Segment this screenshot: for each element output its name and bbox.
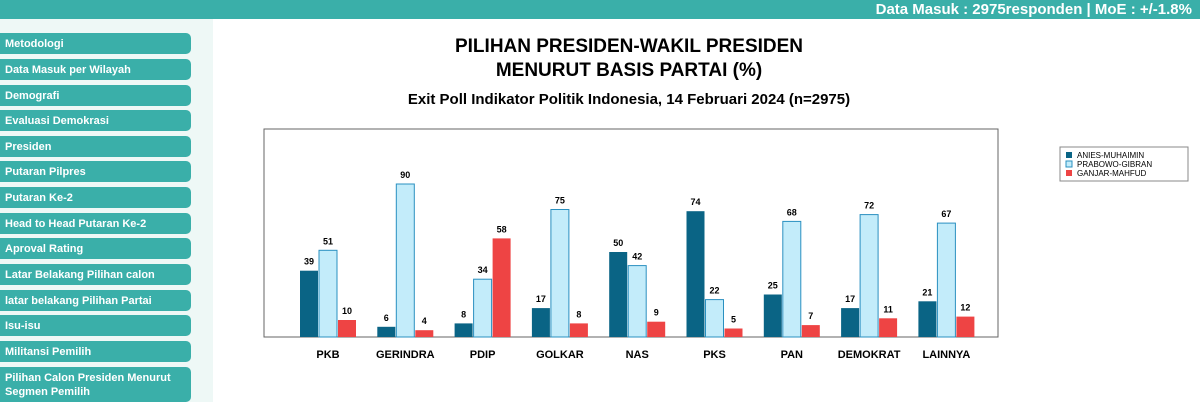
sidebar-item-putaran-ke-2[interactable]: Putaran Ke-2: [0, 187, 191, 208]
bar-pks-ganjar-mahfud: [724, 328, 743, 337]
legend-label-anies-muhaimin: ANIES-MUHAIMIN: [1077, 151, 1144, 160]
x-tick-label-golkar: GOLKAR: [536, 349, 584, 361]
bar-demokrat-prabowo-gibran: [859, 214, 879, 338]
sidebar-item-head-to-head[interactable]: Head to Head Putaran Ke-2: [0, 213, 191, 234]
bar-golkar-ganjar-mahfud: [569, 323, 588, 337]
data-label-demokrat-anies-muhaimin: 17: [845, 294, 855, 304]
data-label-demokrat-prabowo-gibran: 72: [864, 201, 874, 211]
bar-gerindra-anies-muhaimin: [377, 326, 396, 337]
legend-label-prabowo-gibran: PRABOWO-GIBRAN: [1077, 160, 1152, 169]
data-label-nas-ganjar-mahfud: 9: [654, 308, 659, 318]
bar-pks-prabowo-gibran: [705, 299, 724, 338]
x-tick-label-pks: PKS: [703, 349, 726, 361]
data-label-pan-prabowo-gibran: 68: [787, 207, 797, 217]
legend: ANIES-MUHAIMINPRABOWO-GIBRANGANJAR-MAHFU…: [1065, 151, 1152, 178]
bar-pkb-anies-muhaimin: [300, 270, 318, 337]
sidebar-item-isu-isu[interactable]: Isu-isu: [0, 315, 191, 336]
sidebar-item-latar-belakang-partai[interactable]: latar belakang Pilihan Partai: [0, 290, 191, 311]
bar-pdip-anies-muhaimin: [454, 323, 473, 337]
data-label-pdip-anies-muhaimin: 8: [461, 309, 466, 319]
bar-pkb-prabowo-gibran: [318, 249, 338, 338]
data-label-lainnya-anies-muhaimin: 21: [922, 287, 932, 297]
bar-gerindra-ganjar-mahfud: [415, 330, 434, 337]
data-label-nas-prabowo-gibran: 42: [632, 252, 642, 262]
legend-swatch-prabowo-gibran: [1065, 160, 1073, 168]
sidebar-item-segmen-pemilih[interactable]: Pilihan Calon Presiden Menurut Segmen Pe…: [0, 367, 191, 402]
x-tick-label-lainnya: LAINNYA: [922, 349, 970, 361]
x-tick-label-gerindra: GERINDRA: [376, 349, 435, 361]
bar-pan-anies-muhaimin: [763, 294, 782, 337]
x-tick-label-demokrat: DEMOKRAT: [838, 349, 901, 361]
sidebar-item-latar-belakang-calon[interactable]: Latar Belakang Pilihan calon: [0, 264, 191, 285]
x-tick-label-pan: PAN: [781, 349, 803, 361]
sidebar: Metodologi Data Masuk per Wilayah Demogr…: [0, 19, 213, 402]
sidebar-item-evaluasi-demokrasi[interactable]: Evaluasi Demokrasi: [0, 110, 191, 131]
sidebar-item-putaran-pilpres[interactable]: Putaran Pilpres: [0, 161, 191, 182]
data-label-golkar-anies-muhaimin: 17: [536, 294, 546, 304]
bar-nas-ganjar-mahfud: [647, 321, 666, 337]
bar-pkb-ganjar-mahfud: [338, 320, 356, 337]
legend-swatch-anies-muhaimin: [1066, 152, 1072, 158]
data-label-golkar-prabowo-gibran: 75: [555, 196, 565, 206]
data-label-pan-anies-muhaimin: 25: [768, 281, 778, 291]
data-label-pks-ganjar-mahfud: 5: [731, 315, 736, 325]
top-status-bar: Data Masuk : 2975responden | MoE : +/-1.…: [0, 0, 1200, 19]
data-label-lainnya-prabowo-gibran: 67: [941, 209, 951, 219]
data-label-pdip-ganjar-mahfud: 58: [497, 224, 507, 234]
legend-swatch-ganjar-mahfud: [1066, 170, 1072, 176]
sidebar-item-data-masuk[interactable]: Data Masuk per Wilayah: [0, 59, 191, 80]
bar-pks-anies-muhaimin: [686, 211, 705, 337]
chart-subtitle: Exit Poll Indikator Politik Indonesia, 1…: [408, 91, 850, 108]
bar-demokrat-ganjar-mahfud: [879, 318, 898, 337]
bar-pan-prabowo-gibran: [782, 220, 802, 338]
sidebar-item-presiden[interactable]: Presiden: [0, 136, 191, 157]
data-label-pkb-prabowo-gibran: 51: [323, 236, 333, 246]
data-label-pks-anies-muhaimin: 74: [690, 197, 700, 207]
sidebar-item-metodologi[interactable]: Metodologi: [0, 33, 191, 54]
sidebar-item-demografi[interactable]: Demografi: [0, 85, 191, 106]
data-label-lainnya-ganjar-mahfud: 12: [960, 303, 970, 313]
data-status-text: Data Masuk : 2975responden | MoE : +/-1.…: [875, 1, 1192, 18]
data-label-pkb-ganjar-mahfud: 10: [342, 306, 352, 316]
chart-title-line-2: MENURUT BASIS PARTAI (%): [496, 60, 762, 81]
bar-golkar-anies-muhaimin: [531, 308, 550, 337]
bar-lainnya-anies-muhaimin: [918, 301, 937, 337]
data-label-pdip-prabowo-gibran: 34: [478, 265, 488, 275]
bar-demokrat-anies-muhaimin: [841, 308, 860, 337]
data-label-pan-ganjar-mahfud: 7: [808, 311, 813, 321]
x-tick-label-pkb: PKB: [316, 349, 339, 361]
bar-nas-prabowo-gibran: [627, 265, 647, 338]
bar-lainnya-ganjar-mahfud: [956, 316, 975, 337]
legend-label-ganjar-mahfud: GANJAR-MAHFUD: [1077, 169, 1147, 178]
data-label-pks-prabowo-gibran: 22: [709, 286, 719, 296]
data-label-gerindra-anies-muhaimin: 6: [384, 313, 389, 323]
sidebar-item-aproval-rating[interactable]: Aproval Rating: [0, 238, 191, 259]
data-label-golkar-ganjar-mahfud: 8: [576, 309, 581, 319]
x-tick-label-nas: NAS: [626, 349, 649, 361]
data-label-gerindra-ganjar-mahfud: 4: [422, 316, 427, 326]
chart-title-line-1: PILIHAN PRESIDEN-WAKIL PRESIDEN: [455, 36, 803, 57]
data-label-pkb-anies-muhaimin: 39: [304, 257, 314, 267]
legend-box: [1059, 146, 1189, 182]
bar-pdip-prabowo-gibran: [473, 278, 493, 338]
sidebar-item-militansi-pemilih[interactable]: Militansi Pemilih: [0, 341, 191, 362]
x-tick-label-pdip: PDIP: [470, 349, 496, 361]
bar-gerindra-prabowo-gibran: [395, 183, 415, 338]
bar-golkar-prabowo-gibran: [550, 209, 570, 338]
data-label-nas-anies-muhaimin: 50: [613, 238, 623, 248]
bar-nas-anies-muhaimin: [609, 252, 628, 337]
party-base-bar-chart: PILIHAN PRESIDEN-WAKIL PRESIDEN MENURUT …: [263, 36, 1189, 361]
bar-group: 395110PKB6904GERINDRA83458PDIP17758GOLKA…: [300, 170, 975, 361]
main-content: PILIHAN PRESIDEN-WAKIL PRESIDEN MENURUT …: [213, 19, 1200, 402]
data-label-gerindra-prabowo-gibran: 90: [400, 170, 410, 180]
bar-pan-ganjar-mahfud: [801, 325, 820, 337]
bar-lainnya-prabowo-gibran: [936, 222, 956, 338]
data-label-demokrat-ganjar-mahfud: 11: [883, 304, 893, 314]
bar-pdip-ganjar-mahfud: [492, 238, 511, 337]
